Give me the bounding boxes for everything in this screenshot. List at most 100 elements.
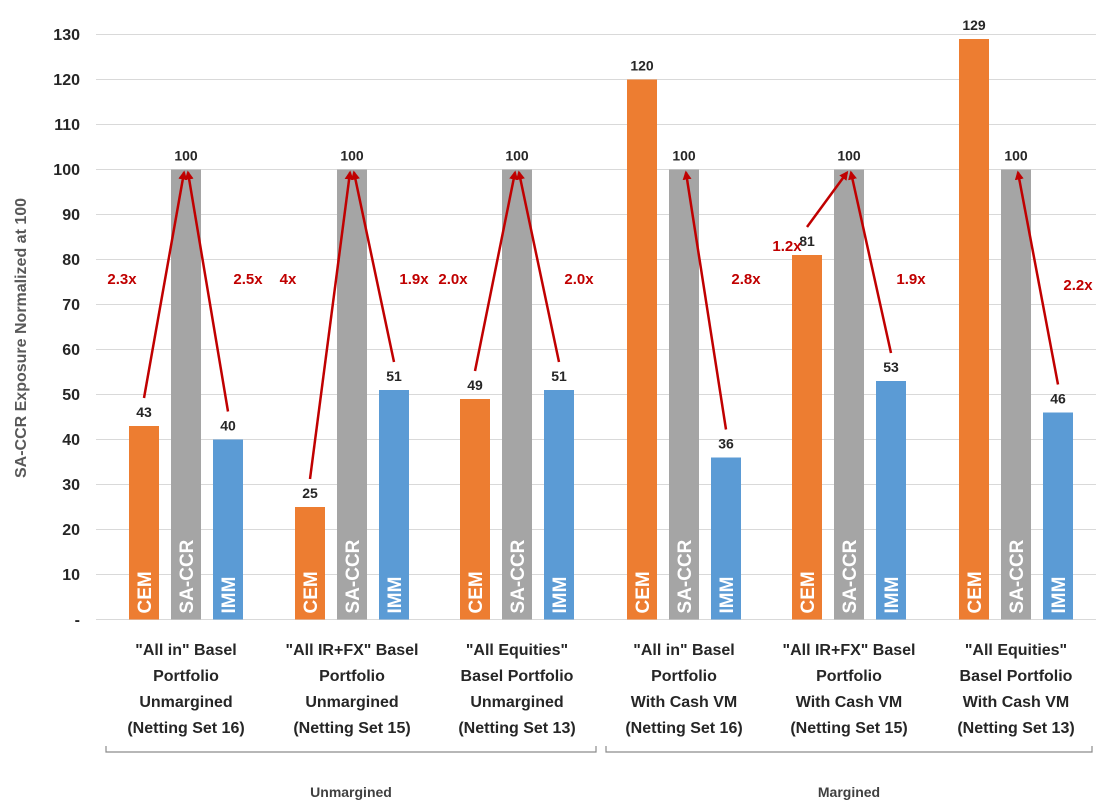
value-label: 51 [551, 368, 567, 384]
bar-series-label: CEM [301, 571, 322, 613]
value-label: 36 [718, 436, 734, 452]
bar-series-label: IMM [717, 577, 738, 614]
bar-series-label: SA-CCR [840, 539, 861, 613]
ratio-label-imm: 1.9x [399, 271, 429, 288]
ratio-label-cem: 2.0x [438, 271, 468, 288]
bar-cem [129, 426, 159, 620]
bar-series-label: SA-CCR [177, 539, 198, 613]
y-tick-label: 60 [62, 342, 80, 359]
ratio-arrow-imm [682, 170, 728, 430]
bar-cem [959, 39, 989, 620]
bar-series-label: CEM [135, 571, 156, 613]
bar-sa-ccr [834, 169, 864, 620]
y-tick-label: 100 [53, 162, 80, 179]
value-label: 100 [505, 148, 529, 164]
category-label: "All Equities" [965, 642, 1067, 659]
bar-imm [213, 439, 243, 620]
bar-series-label: CEM [633, 571, 654, 613]
ratio-label-cem: 1.2x [772, 238, 802, 255]
bar-series-label: SA-CCR [343, 539, 364, 613]
ratio-label-imm: 2.8x [731, 271, 761, 288]
y-tick-label: 10 [62, 567, 80, 584]
bar-cem [460, 399, 490, 620]
category-label: Portfolio [651, 668, 717, 685]
ratio-arrow-imm [351, 170, 396, 363]
y-tick-label: 110 [54, 117, 80, 134]
category-label: (Netting Set 13) [458, 720, 575, 737]
ratio-arrow-imm [184, 170, 230, 412]
y-tick-label: 40 [62, 432, 80, 449]
y-tick-label: 120 [53, 72, 80, 89]
bar-series-label: SA-CCR [1007, 539, 1028, 613]
value-label: 100 [340, 148, 364, 164]
y-tick-label: 30 [62, 477, 80, 494]
bar-series-label: IMM [882, 577, 903, 614]
bar-series-label: IMM [550, 577, 571, 614]
bar-series-label: SA-CCR [675, 539, 696, 613]
y-axis-label: SA-CCR Exposure Normalized at 100 [13, 198, 30, 478]
y-tick-label: 80 [62, 252, 80, 269]
y-tick-label: 90 [62, 207, 80, 224]
bar-imm [876, 381, 906, 620]
value-label: 100 [672, 148, 696, 164]
ratio-label-cem: 4x [280, 271, 297, 288]
bar-series-label: CEM [965, 571, 986, 613]
bar-series-label: SA-CCR [508, 539, 529, 613]
group-brackets: Unmargined Margined [105, 746, 1093, 800]
y-axis-ticks: - 10 20 30 40 50 60 70 80 90 100 110 120 130 [53, 27, 80, 629]
bar-cem [627, 79, 657, 620]
group-label: Unmargined [310, 784, 392, 800]
category-label: Portfolio [816, 668, 882, 685]
category-label: Basel Portfolio [960, 668, 1073, 685]
category-label: (Netting Set 15) [293, 720, 410, 737]
category-label: Basel Portfolio [461, 668, 574, 685]
category-label: "All Equities" [466, 642, 568, 659]
ratio-arrow-cem [473, 170, 519, 372]
bar-series-label: IMM [385, 577, 406, 614]
ratio-arrow-cem [308, 170, 354, 480]
category-label: Unmargined [470, 694, 563, 711]
category-label: With Cash VM [631, 694, 738, 711]
value-label: 40 [220, 418, 236, 434]
category-label: (Netting Set 13) [957, 720, 1074, 737]
ratio-label-imm: 2.0x [564, 271, 594, 288]
ratio-arrow-imm [1014, 170, 1060, 385]
value-label: 46 [1050, 391, 1066, 407]
value-label: 100 [1004, 148, 1028, 164]
bar-cem [295, 507, 325, 620]
ratio-label-imm: 2.5x [233, 271, 263, 288]
y-tick-label: 20 [62, 522, 80, 539]
category-label: (Netting Set 16) [625, 720, 742, 737]
category-label: (Netting Set 15) [790, 720, 907, 737]
bars: 43 CEM 100 SA-CCR 40 IMM 25 CEM 100 SA-CCR 51 IMM 49… [129, 17, 1073, 620]
bar-imm [1043, 412, 1073, 620]
category-labels: "All in" Basel Portfolio Unmargined (Nettin… [127, 642, 1074, 737]
group-bracket [105, 746, 597, 753]
y-tick-label: 130 [53, 27, 80, 44]
value-label: 43 [136, 404, 152, 420]
y-tick-label: 70 [62, 297, 80, 314]
bar-imm [379, 390, 409, 620]
bar-series-label: CEM [798, 571, 819, 613]
ratio-arrows: 2.3x 2.5x 4x 1.9x 2.0x 2.0x 2.8x 1.2x 1.9x 2.2x [107, 170, 1093, 480]
ratio-arrow-imm [848, 170, 893, 354]
bar-sa-ccr [337, 169, 367, 620]
bar-series-label: IMM [219, 577, 240, 614]
value-label: 129 [962, 17, 986, 33]
group-bracket [605, 746, 1093, 753]
ratio-arrow-cem [805, 170, 849, 228]
bar-sa-ccr [502, 169, 532, 620]
value-label: 53 [883, 359, 899, 375]
ratio-arrow-cem [142, 170, 188, 399]
ratio-label-cem: 2.3x [107, 271, 137, 288]
category-label: (Netting Set 16) [127, 720, 244, 737]
gridlines [96, 34, 1096, 620]
value-label: 49 [467, 377, 483, 393]
value-label: 25 [302, 485, 318, 501]
ratio-label-imm: 2.2x [1063, 277, 1093, 294]
bar-imm [544, 390, 574, 620]
category-label: "All in" Basel [633, 642, 734, 659]
category-label: Unmargined [139, 694, 232, 711]
y-tick-label: - [75, 612, 80, 629]
